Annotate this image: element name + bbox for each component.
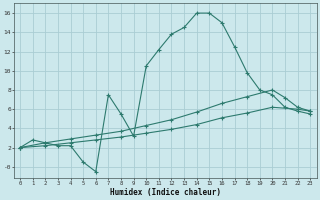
X-axis label: Humidex (Indice chaleur): Humidex (Indice chaleur) [110, 188, 220, 197]
